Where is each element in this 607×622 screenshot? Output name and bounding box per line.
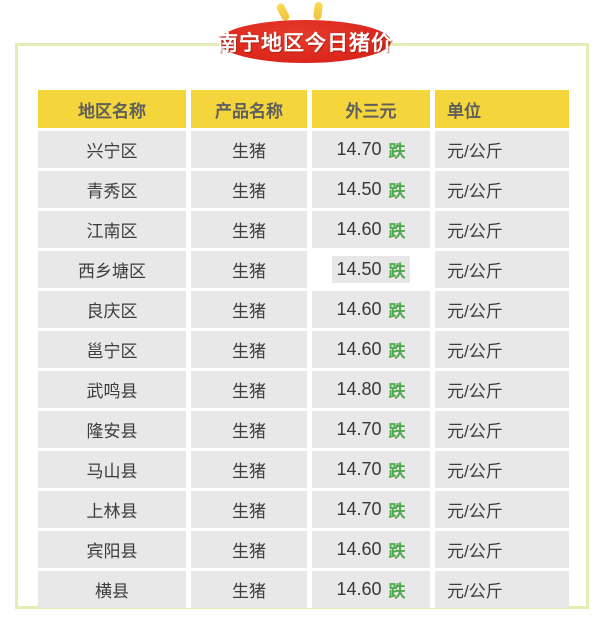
trend-label: 跌 [388, 142, 406, 161]
price-value: 14.70 [336, 459, 382, 479]
region-cell: 武鸣县 [38, 371, 186, 408]
region-cell: 上林县 [38, 491, 186, 528]
trend-label: 跌 [388, 262, 406, 281]
header-cell-price: 外三元 [312, 90, 430, 128]
unit-cell: 元/公斤 [435, 211, 569, 248]
product-cell: 生猪 [191, 211, 307, 248]
product-cell: 生猪 [191, 411, 307, 448]
trend-label: 跌 [388, 502, 406, 521]
price-value: 14.70 [336, 499, 382, 519]
price-cell: 14.60 跌 [312, 291, 430, 328]
trend-label: 跌 [388, 542, 406, 561]
price-cell: 14.50 跌 [312, 171, 430, 208]
region-cell: 兴宁区 [38, 131, 186, 168]
price-cell: 14.60 跌 [312, 211, 430, 248]
price-cell: 14.60 跌 [312, 331, 430, 368]
product-cell: 生猪 [191, 571, 307, 608]
region-cell: 隆安县 [38, 411, 186, 448]
product-cell: 生猪 [191, 491, 307, 528]
title-badge: 南宁地区今日猪价 [217, 20, 393, 63]
trend-label: 跌 [388, 422, 406, 441]
product-cell: 生猪 [191, 171, 307, 208]
trend-label: 跌 [388, 302, 406, 321]
product-cell: 生猪 [191, 371, 307, 408]
price-value: 14.60 [336, 579, 382, 599]
header-cell-product: 产品名称 [191, 90, 307, 128]
product-cell: 生猪 [191, 291, 307, 328]
region-cell: 宾阳县 [38, 531, 186, 568]
unit-cell: 元/公斤 [435, 411, 569, 448]
price-cell: 14.80 跌 [312, 371, 430, 408]
region-cell: 横县 [38, 571, 186, 608]
region-cell: 西乡塘区 [38, 251, 186, 288]
spark-right-icon [312, 1, 324, 21]
unit-cell: 元/公斤 [435, 251, 569, 288]
price-cell: 14.70 跌 [312, 451, 430, 488]
price-value: 14.70 [336, 139, 382, 159]
price-cell: 14.70 跌 [312, 131, 430, 168]
region-cell: 邕宁区 [38, 331, 186, 368]
price-value: 14.60 [336, 339, 382, 359]
unit-cell: 元/公斤 [435, 571, 569, 608]
unit-cell: 元/公斤 [435, 491, 569, 528]
price-value: 14.60 [336, 219, 382, 239]
trend-label: 跌 [388, 462, 406, 481]
unit-cell: 元/公斤 [435, 131, 569, 168]
price-cell: 14.70 跌 [312, 411, 430, 448]
price-value: 14.50 [336, 179, 382, 199]
price-cell: 14.70 跌 [312, 491, 430, 528]
unit-cell: 元/公斤 [435, 331, 569, 368]
product-cell: 生猪 [191, 131, 307, 168]
price-cell: 14.60 跌 [312, 571, 430, 608]
trend-label: 跌 [388, 382, 406, 401]
price-value: 14.60 [336, 539, 382, 559]
trend-label: 跌 [388, 182, 406, 201]
product-cell: 生猪 [191, 251, 307, 288]
header-cell-unit: 单位 [435, 90, 569, 128]
price-value: 14.70 [336, 419, 382, 439]
unit-cell: 元/公斤 [435, 531, 569, 568]
product-cell: 生猪 [191, 331, 307, 368]
region-cell: 良庆区 [38, 291, 186, 328]
unit-cell: 元/公斤 [435, 451, 569, 488]
region-cell: 青秀区 [38, 171, 186, 208]
region-cell: 马山县 [38, 451, 186, 488]
price-value: 14.60 [336, 299, 382, 319]
price-value: 14.80 [336, 379, 382, 399]
trend-label: 跌 [388, 222, 406, 241]
region-cell: 江南区 [38, 211, 186, 248]
unit-cell: 元/公斤 [435, 371, 569, 408]
unit-cell: 元/公斤 [435, 171, 569, 208]
price-value: 14.50 [336, 259, 382, 279]
unit-cell: 元/公斤 [435, 291, 569, 328]
trend-label: 跌 [388, 582, 406, 601]
price-table: 地区名称 产品名称 外三元 单位 兴宁区 生猪 14.70 跌 元/公斤 青秀区 … [38, 90, 569, 608]
spark-left-icon [275, 2, 291, 22]
page-title: 南宁地区今日猪价 [217, 31, 393, 55]
price-cell: 14.50 跌 [312, 251, 430, 288]
header-cell-region: 地区名称 [38, 90, 186, 128]
price-cell: 14.60 跌 [312, 531, 430, 568]
product-cell: 生猪 [191, 451, 307, 488]
trend-label: 跌 [388, 342, 406, 361]
product-cell: 生猪 [191, 531, 307, 568]
